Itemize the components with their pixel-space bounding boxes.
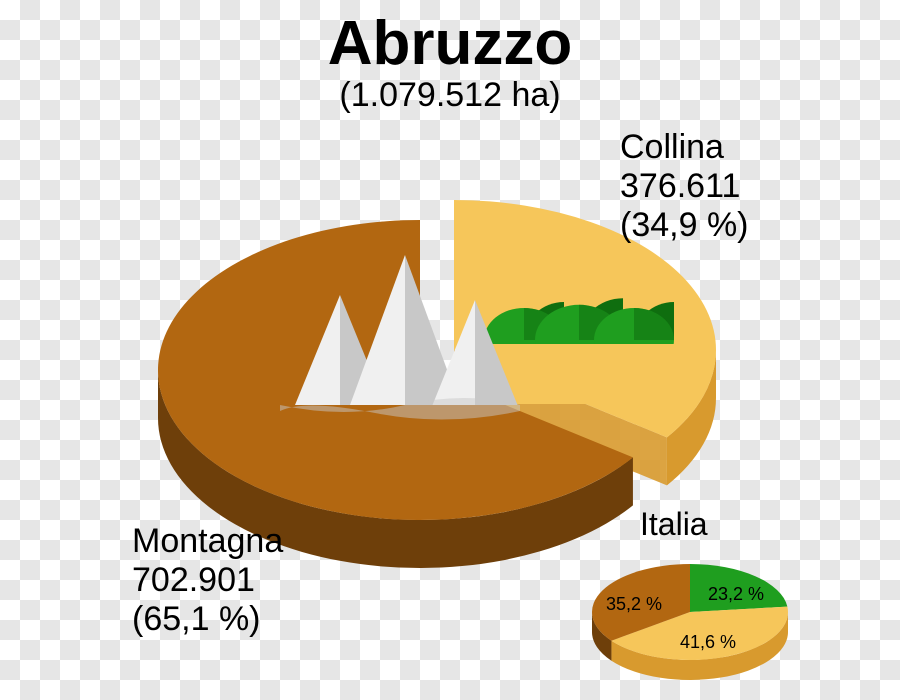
inset-pie [592, 564, 788, 680]
slice-label-montagna-name: Montagna [132, 522, 283, 561]
slice-label-montagna: Montagna 702.901 (65,1 %) [132, 522, 283, 639]
slice-label-montagna-value: 702.901 [132, 561, 283, 600]
slice-label-collina-percent: (34,9 %) [620, 206, 749, 245]
page-subtitle: (1.079.512 ha) [339, 76, 560, 115]
inset-pct-montagna: 35,2 % [606, 594, 662, 615]
page-title: Abruzzo [328, 8, 573, 79]
inset-pct-pianura: 23,2 % [708, 584, 764, 605]
main-pie [158, 200, 716, 568]
slice-label-collina-name: Collina [620, 128, 749, 167]
slice-label-collina: Collina 376.611 (34,9 %) [620, 128, 749, 245]
inset-pct-collina: 41,6 % [680, 632, 736, 653]
inset-pie-title: Italia [640, 506, 708, 543]
slice-label-montagna-percent: (65,1 %) [132, 600, 283, 639]
slice-label-collina-value: 376.611 [620, 167, 749, 206]
